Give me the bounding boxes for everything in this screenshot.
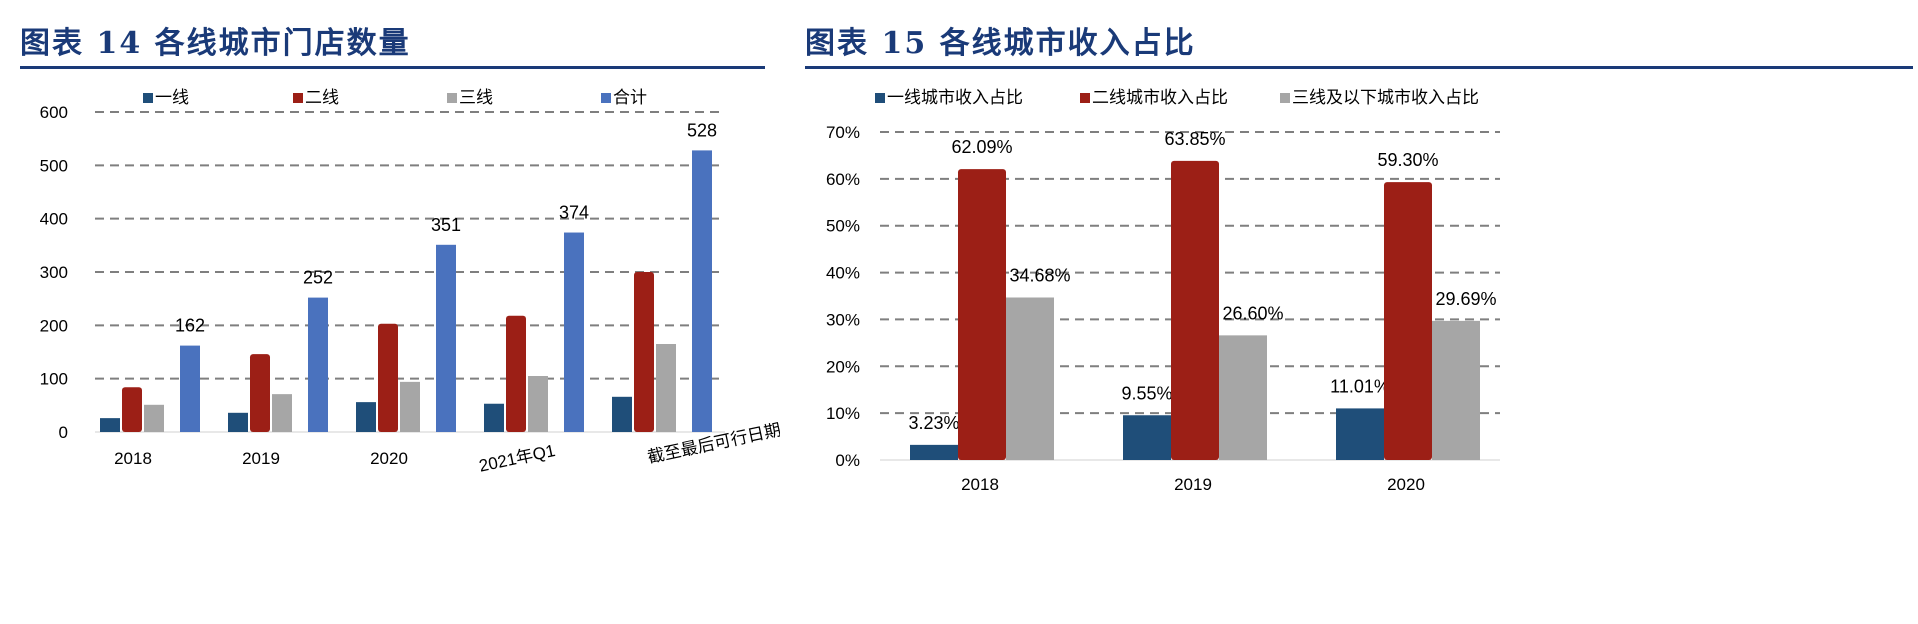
- chart-15-title-rule: [805, 66, 1913, 69]
- bar-2-3: [528, 376, 548, 432]
- legend-swatch-1: [293, 93, 303, 103]
- y-tick-label: 100: [40, 370, 68, 389]
- x-tick-label: 2020: [1387, 475, 1425, 494]
- y-tick-label: 50%: [826, 217, 860, 236]
- bar-0-0: [910, 444, 958, 460]
- bar-0-0: [100, 418, 120, 432]
- bar-0-4: [612, 396, 632, 432]
- legend-swatch-2: [1280, 93, 1290, 103]
- legend-label-2: 三线及以下城市收入占比: [1292, 88, 1479, 107]
- bar-1-1: [1171, 160, 1219, 460]
- chart-15-title: 图表 15 各线城市收入占比: [805, 26, 1196, 61]
- data-label: 162: [175, 316, 205, 336]
- bar-2-0: [144, 404, 164, 432]
- bar-0-2: [356, 402, 376, 432]
- y-tick-label: 60%: [826, 170, 860, 189]
- data-label: 26.60%: [1222, 303, 1283, 323]
- bar-3-2: [436, 244, 456, 432]
- data-label: 29.69%: [1435, 289, 1496, 309]
- data-label: 374: [559, 203, 589, 223]
- y-tick-label: 600: [40, 103, 68, 122]
- bar-1-3: [506, 315, 526, 432]
- y-tick-label: 10%: [826, 404, 860, 423]
- chart-15-revenue-share: 0% 10% 20% 30% 40% 50% 60% 70% 一线城市收入占比 3.23% 9.55…: [826, 88, 1500, 494]
- data-label: 528: [687, 120, 717, 140]
- bar-0-2: [1336, 408, 1384, 460]
- y-tick-label: 70%: [826, 123, 860, 142]
- bar-0-1: [1123, 415, 1171, 460]
- bar-1-2: [378, 323, 398, 432]
- y-tick-label: 500: [40, 156, 68, 175]
- bar-2-2: [1432, 320, 1480, 460]
- y-tick-label: 40%: [826, 264, 860, 283]
- legend-swatch-0: [143, 93, 153, 103]
- bar-3-1: [308, 297, 328, 432]
- x-tick-label: 2021年Q1: [477, 441, 557, 476]
- bar-0-3: [484, 403, 504, 432]
- bar-3-3: [564, 232, 584, 432]
- chart-14-store-count: 0 100 200 300 400 500 600 一线 二线 三线 合计 162 252 351 374 5…: [40, 88, 780, 476]
- y-tick-label: 400: [40, 210, 68, 229]
- bar-2-4: [656, 344, 676, 432]
- data-label: 62.09%: [951, 137, 1012, 157]
- legend-label-1: 二线城市收入占比: [1092, 88, 1228, 107]
- bar-2-0: [1006, 297, 1054, 460]
- data-label: 34.68%: [1009, 265, 1070, 285]
- y-tick-label: 200: [40, 316, 68, 335]
- legend-label-2: 三线: [459, 88, 493, 107]
- data-label: 3.23%: [908, 413, 959, 433]
- bar-3-4: [692, 150, 712, 432]
- legend-swatch-3: [601, 93, 611, 103]
- legend-swatch-1: [1080, 93, 1090, 103]
- legend-label-1: 二线: [305, 88, 339, 107]
- bar-1-2: [1384, 182, 1432, 460]
- data-label: 252: [303, 268, 333, 288]
- x-tick-label: 2018: [114, 449, 152, 468]
- x-tick-label: 2019: [242, 449, 280, 468]
- chart-14-title: 图表 14 各线城市门店数量: [20, 26, 411, 61]
- chart-14-title-rule: [20, 66, 765, 69]
- y-tick-label: 0: [59, 423, 68, 442]
- y-tick-label: 20%: [826, 357, 860, 376]
- data-label: 59.30%: [1377, 150, 1438, 170]
- bar-3-0: [180, 345, 200, 432]
- bar-0-1: [228, 412, 248, 432]
- bar-1-1: [250, 354, 270, 432]
- y-tick-label: 300: [40, 263, 68, 282]
- x-tick-label: 2019: [1174, 475, 1212, 494]
- bar-2-1: [1219, 335, 1267, 460]
- legend-label-3: 合计: [613, 88, 647, 107]
- legend-label-0: 一线城市收入占比: [887, 88, 1023, 107]
- legend-swatch-0: [875, 93, 885, 103]
- y-tick-label: 30%: [826, 310, 860, 329]
- data-label: 351: [431, 215, 461, 235]
- legend-label-0: 一线: [155, 88, 189, 107]
- data-label: 11.01%: [1330, 376, 1390, 396]
- bar-1-0: [958, 169, 1006, 460]
- legend-swatch-2: [447, 93, 457, 103]
- bar-2-2: [400, 381, 420, 432]
- data-label: 63.85%: [1164, 129, 1225, 149]
- y-tick-label: 0%: [835, 451, 860, 470]
- data-label: 9.55%: [1121, 383, 1172, 403]
- x-tick-label: 2018: [961, 475, 999, 494]
- bar-1-4: [634, 272, 654, 432]
- bar-1-0: [122, 387, 142, 432]
- bar-2-1: [272, 394, 292, 432]
- x-tick-label: 2020: [370, 449, 408, 468]
